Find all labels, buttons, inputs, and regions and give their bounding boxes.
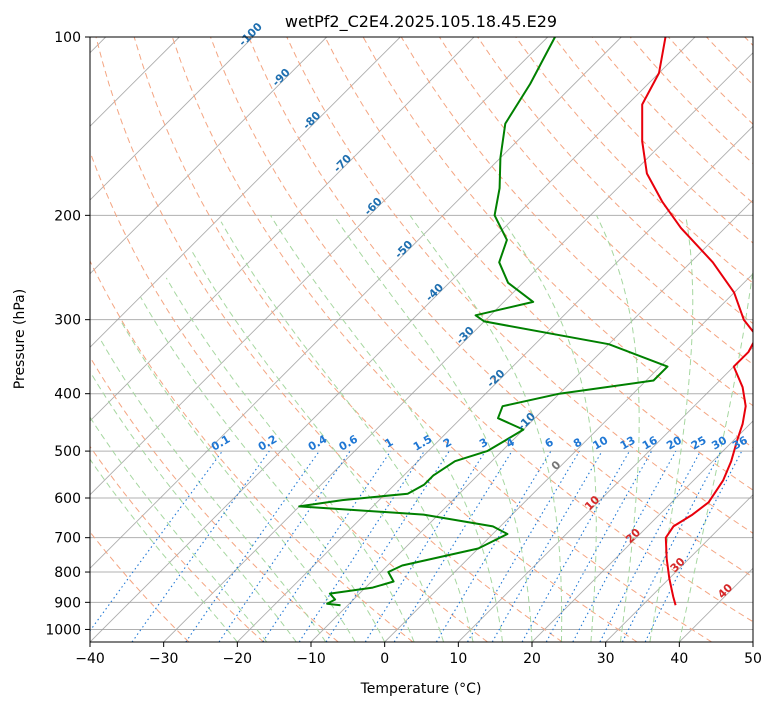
isotherm-line bbox=[90, 37, 401, 348]
dry-adiabat bbox=[248, 37, 753, 578]
x-tick-label: −20 bbox=[223, 651, 253, 667]
mixing-ratio-line bbox=[435, 450, 552, 642]
isotherm-line bbox=[236, 125, 753, 642]
y-tick-label: 300 bbox=[54, 313, 81, 329]
x-axis-label: Temperature (°C) bbox=[360, 681, 482, 697]
y-tick-label: 100 bbox=[54, 30, 81, 46]
moist-adiabat bbox=[220, 221, 474, 642]
isotherm-line bbox=[531, 420, 753, 642]
isotherm-line bbox=[90, 37, 254, 201]
x-tick-label: 10 bbox=[449, 651, 467, 667]
plot-area bbox=[90, 37, 753, 642]
moist-adiabat bbox=[270, 215, 503, 642]
mixing-ratio-line bbox=[393, 450, 513, 642]
mixing-ratio-line bbox=[364, 450, 486, 642]
moist-adiabat bbox=[191, 251, 445, 642]
y-tick-label: 200 bbox=[54, 208, 81, 224]
moist-adiabat bbox=[119, 319, 356, 642]
mixing-ratio-line bbox=[599, 450, 701, 642]
y-tick-label: 400 bbox=[54, 387, 81, 403]
x-tick-label: −40 bbox=[75, 651, 105, 667]
mixing-ratio-line bbox=[185, 450, 320, 642]
x-tick-label: 50 bbox=[744, 651, 762, 667]
mixing-ratio-line bbox=[218, 450, 351, 642]
moist-adiabat bbox=[165, 277, 415, 642]
dry-adiabat bbox=[286, 37, 753, 534]
x-tick-label: 0 bbox=[380, 651, 389, 667]
moist-adiabat bbox=[100, 340, 327, 642]
mixing-ratio-line bbox=[262, 450, 392, 642]
x-axis: −40 −30 −20 −10 0 10 20 30 40 50 bbox=[75, 642, 762, 667]
dry-adiabat bbox=[95, 37, 563, 642]
isotherm-line bbox=[90, 37, 328, 275]
x-tick-label: 20 bbox=[523, 651, 541, 667]
dry-adiabat bbox=[133, 37, 638, 642]
y-tick-label: 1000 bbox=[45, 622, 81, 638]
dewpoint-profile-line bbox=[298, 37, 669, 607]
moist-adiabat bbox=[333, 215, 533, 642]
moist-adiabat bbox=[596, 215, 640, 642]
y-axis-label: Pressure (hPa) bbox=[12, 289, 28, 389]
dry-adiabat bbox=[171, 37, 712, 642]
isotherm-line bbox=[90, 37, 696, 642]
chart-title: wetPf2_C2E4.2025.105.18.45.E29 bbox=[285, 12, 557, 32]
y-tick-label: 800 bbox=[54, 565, 81, 581]
mixing-ratio-line bbox=[325, 450, 450, 642]
series-lines bbox=[298, 37, 753, 607]
x-tick-label: 30 bbox=[597, 651, 615, 667]
y-tick-label: 900 bbox=[54, 595, 81, 611]
isotherm-line bbox=[384, 273, 753, 642]
isotherm-line bbox=[163, 52, 753, 642]
moist-adiabat bbox=[90, 458, 238, 642]
y-tick-label: 700 bbox=[54, 531, 81, 547]
x-tick-label: −30 bbox=[149, 651, 179, 667]
dry-adiabat bbox=[515, 37, 753, 284]
dry-adiabat bbox=[210, 37, 753, 623]
x-tick-label: 40 bbox=[670, 651, 688, 667]
mixing-ratio-line bbox=[572, 450, 677, 642]
background-lines bbox=[90, 37, 753, 642]
moist-adiabat bbox=[678, 265, 753, 642]
temperature-profile-line bbox=[641, 37, 753, 606]
moist-adiabat bbox=[499, 215, 597, 642]
moist-adiabat bbox=[90, 370, 297, 642]
isotherm-line bbox=[90, 37, 475, 422]
moist-adiabat bbox=[649, 215, 694, 642]
isotherm-line bbox=[605, 494, 753, 642]
moist-adiabat bbox=[90, 416, 268, 642]
dry-adiabat bbox=[90, 259, 414, 642]
moist-adiabat bbox=[140, 297, 386, 642]
isotherm-line bbox=[90, 37, 622, 569]
y-tick-label: 500 bbox=[54, 444, 81, 460]
plot-frame bbox=[89, 36, 754, 643]
moist-adiabat bbox=[409, 215, 563, 642]
x-tick-label: −10 bbox=[296, 651, 326, 667]
y-axis: 100 200 300 400 500 600 700 800 900 1000 bbox=[45, 30, 90, 638]
isotherm-line bbox=[90, 37, 549, 496]
y-tick-label: 600 bbox=[54, 491, 81, 507]
dry-adiabat bbox=[90, 445, 264, 642]
mixing-ratio-line bbox=[467, 450, 580, 642]
dry-adiabat bbox=[324, 37, 753, 491]
